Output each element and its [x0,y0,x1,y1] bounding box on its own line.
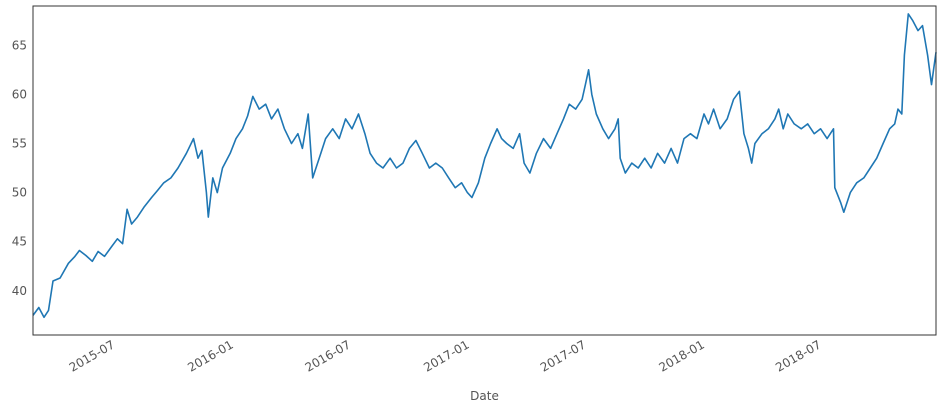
x-tick-label: 2018-07 [773,337,823,374]
x-tick-label: 2016-07 [303,337,353,374]
y-tick-label: 65 [12,38,27,52]
y-tick-label: 45 [12,235,27,249]
y-tick-label: 50 [12,186,27,200]
x-tick-label: 2017-07 [538,337,588,374]
y-tick-label: 60 [12,87,27,101]
x-axis-label: Date [470,389,499,403]
series-line-0 [32,13,937,319]
x-axis-ticks: 2015-07 2016-01 2016-07 2017-01 2017-07 2018-… [67,337,824,374]
series-group [32,13,937,319]
x-tick-label: 2018-01 [656,337,706,374]
x-tick-label: 2017-01 [421,337,471,374]
y-tick-label: 55 [12,136,27,150]
y-axis-ticks: 40 45 50 55 60 65 [12,38,27,298]
y-tick-label: 40 [12,284,27,298]
x-tick-label: 2016-01 [185,337,235,374]
x-tick-label: 2015-07 [67,337,117,374]
plot-frame [32,5,937,336]
